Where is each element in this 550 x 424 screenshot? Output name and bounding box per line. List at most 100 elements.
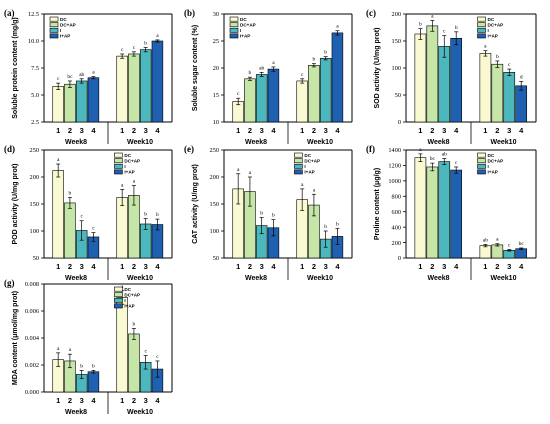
x-tick-label: 2 bbox=[495, 126, 499, 135]
x-tick-label: 4 bbox=[454, 126, 459, 135]
legend-swatch bbox=[114, 292, 123, 298]
legend-swatch bbox=[294, 163, 303, 169]
bar-week8-2 bbox=[64, 83, 76, 123]
legend-label: I bbox=[488, 164, 489, 169]
x-tick-label: 1 bbox=[418, 126, 422, 135]
significance-label: b bbox=[144, 212, 147, 218]
legend-swatch bbox=[114, 303, 123, 309]
y-tick-label: 150 bbox=[30, 201, 39, 208]
legend-swatch bbox=[294, 158, 303, 164]
panel-label: (a) bbox=[4, 8, 15, 18]
legend-swatch bbox=[294, 169, 303, 175]
x-tick-label: 4 bbox=[155, 262, 160, 271]
legend-label: DC bbox=[240, 17, 247, 22]
x-tick-label: 2 bbox=[312, 262, 316, 271]
legend-label: I bbox=[240, 28, 241, 33]
y-tick-label: 200 bbox=[392, 240, 401, 247]
significance-label: a bbox=[156, 33, 159, 39]
x-tick-label: 3 bbox=[80, 126, 84, 135]
x-tick-label: 3 bbox=[442, 126, 446, 135]
legend-label: I bbox=[304, 164, 305, 169]
chart-panel-2: 10 15 20 25 30 Soluble sugar content (%) (b) c 1… bbox=[184, 8, 353, 146]
bar-week8-3 bbox=[438, 46, 451, 123]
bar-week10-4 bbox=[331, 32, 344, 123]
significance-label: ab bbox=[259, 65, 264, 71]
panel-label: (c) bbox=[366, 8, 376, 18]
legend-label: DC bbox=[124, 153, 131, 158]
significance-label: c bbox=[301, 72, 304, 78]
bar-week10-3 bbox=[503, 72, 516, 123]
y-tick-label: 0 bbox=[398, 119, 401, 126]
bar-week10-1 bbox=[296, 80, 308, 123]
bar-week8-4 bbox=[87, 371, 100, 393]
x-tick-label: 4 bbox=[271, 262, 276, 271]
panel-label: (e) bbox=[184, 144, 194, 154]
significance-label: a bbox=[133, 179, 136, 185]
y-tick-label: 30 bbox=[213, 11, 219, 18]
significance-label: c bbox=[237, 91, 240, 97]
x-tick-label: 3 bbox=[144, 126, 148, 135]
significance-label: b bbox=[80, 363, 83, 369]
x-tick-label: 3 bbox=[144, 262, 148, 271]
y-tick-label: 0.008 bbox=[25, 281, 39, 288]
bar-week8-2 bbox=[64, 202, 76, 259]
legend-swatch bbox=[49, 27, 59, 33]
x-tick-label: 2 bbox=[248, 262, 252, 271]
bar-week8-4 bbox=[267, 68, 280, 123]
x-tick-label: 4 bbox=[335, 262, 340, 271]
significance-label: a bbox=[57, 157, 60, 163]
y-tick-label: 0.006 bbox=[25, 308, 39, 315]
significance-label: c bbox=[156, 354, 159, 360]
x-tick-label: 3 bbox=[144, 396, 148, 405]
x-tick-label: 3 bbox=[507, 126, 511, 135]
legend-swatch bbox=[477, 163, 486, 169]
legend-swatch bbox=[477, 33, 486, 39]
group-label: Week10 bbox=[491, 139, 517, 146]
significance-label: bc bbox=[430, 156, 436, 162]
x-tick-label: 1 bbox=[418, 262, 422, 271]
group-label: Week8 bbox=[245, 139, 267, 146]
bar-week8-1 bbox=[414, 157, 427, 259]
y-tick-label: 0.004 bbox=[25, 335, 40, 342]
y-axis-label: CAT activity (U/mg prot) bbox=[192, 164, 199, 244]
panel-label: (d) bbox=[4, 144, 15, 154]
chart-panel-7: 0.000 0.002 0.004 0.006 0.008 MDA content (μm… bbox=[4, 278, 173, 416]
significance-label: c bbox=[80, 214, 83, 220]
y-tick-label: 150 bbox=[210, 201, 219, 208]
legend-label: DC+AP bbox=[488, 158, 504, 163]
y-tick-label: 5.0 bbox=[31, 92, 39, 99]
y-tick-label: 50 bbox=[213, 255, 219, 262]
significance-label: c bbox=[508, 62, 511, 68]
y-tick-label: 250 bbox=[210, 147, 219, 154]
legend-label: DC+AP bbox=[240, 22, 256, 27]
legend-label: DC+AP bbox=[60, 22, 76, 27]
group-label: Week10 bbox=[127, 275, 153, 282]
x-tick-label: 2 bbox=[132, 396, 136, 405]
group-label: Week10 bbox=[127, 139, 153, 146]
y-tick-label: 200 bbox=[30, 174, 39, 181]
legend-swatch bbox=[229, 16, 239, 22]
significance-label: b bbox=[313, 57, 316, 63]
significance-label: b bbox=[324, 224, 327, 230]
legend-swatch bbox=[114, 297, 123, 303]
significance-label: c bbox=[508, 243, 511, 249]
bar-week10-4 bbox=[515, 85, 528, 123]
chart-panel-4: 50 100 150 200 250 POD activity (U/mg prot) (d… bbox=[4, 144, 173, 282]
bar-week8-2 bbox=[426, 166, 439, 259]
significance-label: ab bbox=[483, 238, 488, 244]
group-label: Week8 bbox=[65, 409, 87, 416]
y-tick-label: 25 bbox=[213, 38, 219, 45]
significance-label: bc bbox=[519, 241, 525, 247]
x-tick-label: 4 bbox=[91, 126, 96, 135]
bar-week10-4 bbox=[151, 40, 164, 123]
x-tick-label: 4 bbox=[519, 126, 524, 135]
legend-swatch bbox=[229, 33, 239, 39]
significance-label: a bbox=[431, 13, 434, 19]
significance-label: ab bbox=[442, 151, 447, 157]
x-tick-label: 4 bbox=[91, 262, 96, 271]
x-tick-label: 4 bbox=[91, 396, 96, 405]
x-tick-label: 2 bbox=[68, 126, 72, 135]
significance-label: a bbox=[57, 346, 60, 352]
bar-week10-1 bbox=[479, 245, 492, 259]
